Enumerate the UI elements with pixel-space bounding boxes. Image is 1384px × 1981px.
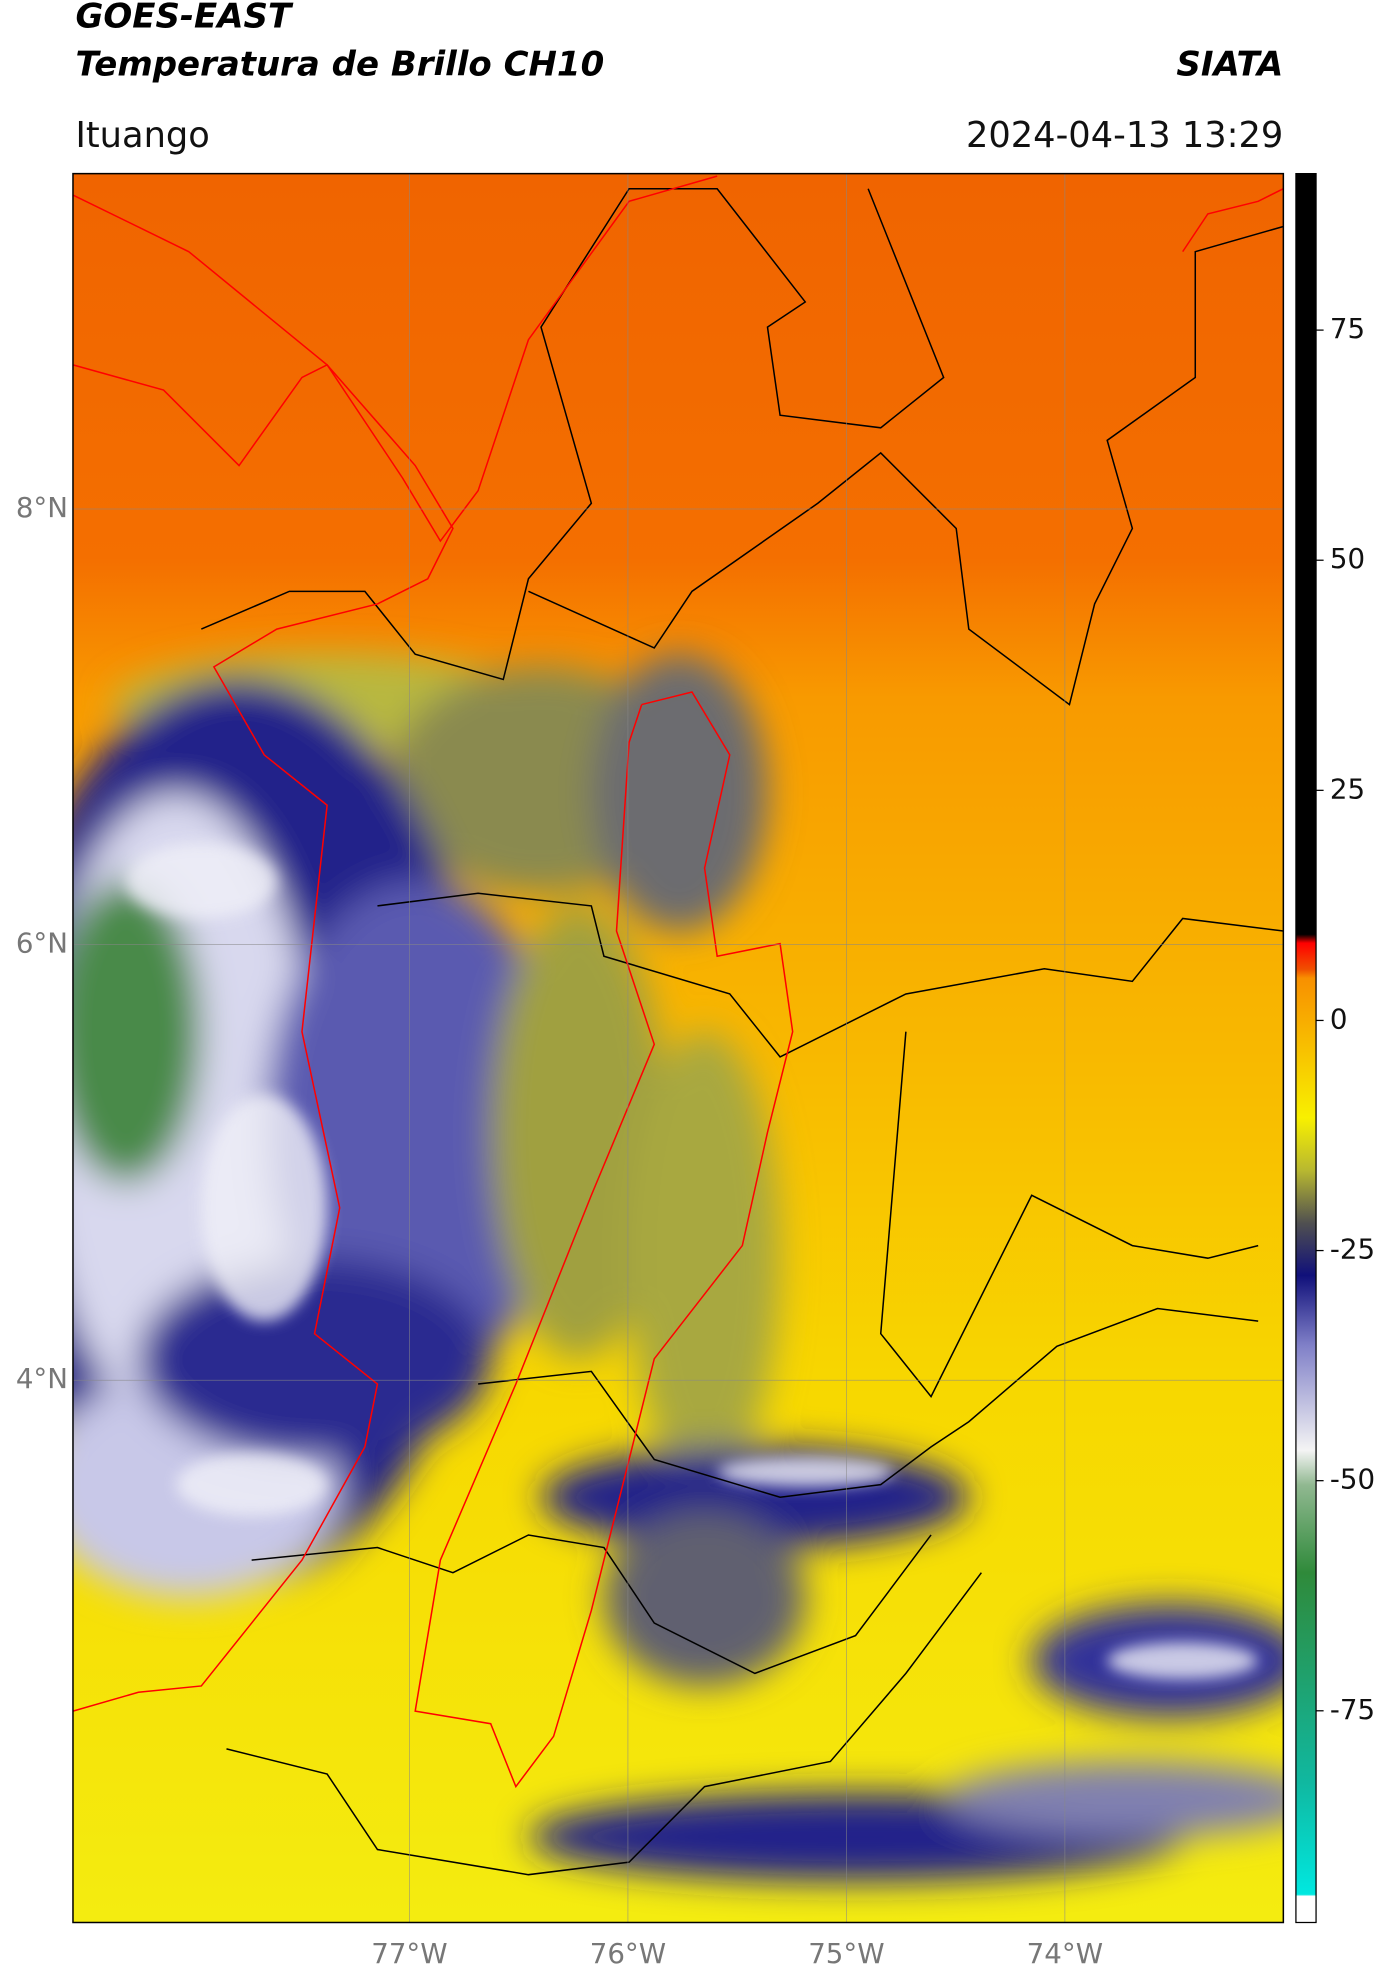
subtitle: Temperatura de Brillo CH10 [75, 44, 604, 84]
colorbar-tick-label: 0 [1330, 1002, 1348, 1035]
border [201, 187, 945, 681]
lat-tick-label: 4°N [16, 1362, 68, 1395]
colorbar-tick-label: 50 [1330, 542, 1365, 575]
border [251, 1534, 932, 1675]
border [226, 1572, 982, 1876]
colorbar-tick-label: 25 [1330, 772, 1365, 805]
border [879, 1031, 1259, 1398]
coastline [1182, 188, 1284, 253]
border [377, 892, 1284, 1058]
border [478, 1307, 1259, 1498]
timestamp: 2024-04-13 13:29 [966, 115, 1283, 156]
lat-tick-label: 8°N [16, 491, 68, 524]
location: Ituango [75, 115, 209, 156]
region-outline [414, 691, 794, 1789]
colorbar-tick-label: -50 [1330, 1463, 1375, 1496]
map-frame [72, 172, 1285, 1924]
colorbar [1295, 172, 1317, 1924]
colorbar-ticks: 75 50 25 0 -25 -50 -75 [1316, 312, 1375, 1726]
coastline [72, 175, 718, 543]
graticule [72, 173, 1284, 1923]
coastline [72, 194, 454, 1712]
lon-tick-label: 76°W [590, 1937, 666, 1970]
colorbar-tick-label: -75 [1330, 1693, 1375, 1726]
lon-tick-label: 77°W [371, 1937, 447, 1970]
lon-tick-label: 75°W [808, 1937, 884, 1970]
border [528, 225, 1284, 706]
lon-tick-label: 74°W [1027, 1937, 1103, 1970]
lat-tick-label: 6°N [16, 927, 68, 960]
source: SIATA [1176, 44, 1283, 84]
colorbar-tick-label: 75 [1330, 312, 1365, 345]
title: GOES-EAST [75, 0, 293, 37]
colorbar-tick-label: -25 [1330, 1233, 1375, 1266]
satellite-image [72, 173, 1284, 1923]
